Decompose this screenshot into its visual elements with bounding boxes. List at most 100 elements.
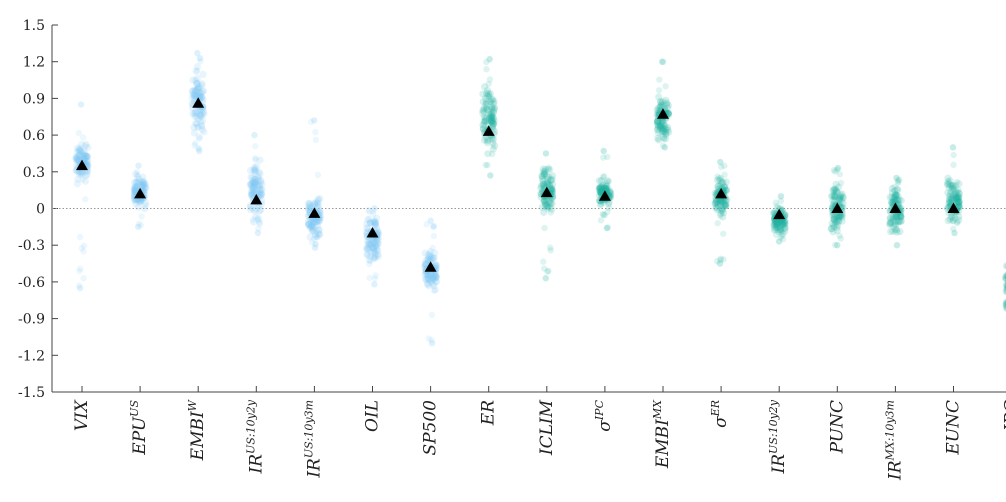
scatter-point bbox=[838, 213, 846, 221]
scatter-point bbox=[717, 174, 725, 182]
x-category-label: EPUUS bbox=[128, 400, 150, 456]
scatter-point bbox=[428, 311, 436, 319]
scatter-point bbox=[831, 217, 839, 225]
scatter-point bbox=[955, 193, 963, 201]
scatter-point bbox=[943, 181, 952, 189]
scatter-point bbox=[653, 118, 662, 126]
scatter-point bbox=[489, 119, 498, 128]
scatter-point bbox=[250, 166, 258, 175]
scatter-point bbox=[365, 237, 373, 246]
scatter-point bbox=[195, 83, 203, 91]
scatter-point bbox=[955, 201, 963, 209]
scatter-point bbox=[316, 217, 324, 225]
scatter-point bbox=[714, 182, 722, 190]
scatter-point bbox=[831, 193, 839, 201]
scatter-point bbox=[248, 174, 257, 182]
scatter-point bbox=[140, 179, 149, 187]
scatter-point bbox=[773, 220, 782, 229]
scatter-point bbox=[423, 275, 432, 283]
scatter-point bbox=[304, 199, 313, 207]
scatter-point bbox=[363, 245, 371, 253]
mean-marker bbox=[308, 207, 321, 218]
scatter-point bbox=[313, 218, 321, 226]
scatter-point bbox=[955, 198, 963, 206]
scatter-point bbox=[427, 275, 436, 283]
scatter-point bbox=[712, 198, 720, 206]
scatter-point bbox=[252, 181, 261, 189]
scatter-point bbox=[195, 92, 203, 101]
scatter-point bbox=[955, 189, 963, 198]
scatter-point bbox=[658, 101, 665, 108]
category-base: σ bbox=[711, 416, 731, 428]
scatter-point bbox=[247, 191, 255, 199]
scatter-point bbox=[195, 92, 203, 100]
scatter-point bbox=[247, 173, 255, 181]
mean-marker bbox=[76, 159, 88, 171]
scatter-point bbox=[488, 118, 496, 126]
scatter-point bbox=[364, 216, 372, 224]
scatter-point bbox=[132, 200, 140, 208]
scatter-point bbox=[947, 182, 955, 190]
scatter-point bbox=[368, 243, 376, 251]
scatter-point bbox=[659, 98, 667, 106]
scatter-point bbox=[82, 154, 90, 162]
scatter-point bbox=[486, 113, 494, 121]
scatter-point bbox=[891, 228, 898, 235]
scatter-point bbox=[314, 197, 322, 205]
scatter-point bbox=[250, 175, 259, 184]
scatter-point bbox=[488, 103, 496, 111]
scatter-point bbox=[314, 199, 322, 207]
scatter-point bbox=[490, 105, 498, 113]
scatter-point bbox=[424, 280, 432, 288]
scatter-point bbox=[76, 144, 84, 153]
scatter-point bbox=[421, 260, 429, 268]
scatter-point bbox=[952, 198, 960, 206]
scatter-point bbox=[80, 242, 88, 249]
scatter-point bbox=[480, 121, 488, 129]
scatter-point bbox=[717, 255, 724, 262]
scatter-point bbox=[483, 100, 491, 108]
scatter-point bbox=[197, 118, 205, 126]
scatter-point bbox=[430, 272, 438, 280]
scatter-point bbox=[658, 124, 667, 132]
scatter-point bbox=[713, 200, 722, 208]
scatter-point bbox=[662, 100, 671, 108]
scatter-point bbox=[370, 254, 378, 262]
x-category-label: σER bbox=[709, 400, 731, 428]
scatter-point bbox=[712, 198, 720, 206]
scatter-point bbox=[837, 235, 845, 242]
scatter-point bbox=[835, 196, 843, 204]
scatter-point bbox=[657, 123, 665, 131]
scatter-point bbox=[372, 242, 380, 250]
scatter-point bbox=[138, 177, 146, 185]
scatter-point bbox=[893, 226, 901, 234]
scatter-point bbox=[316, 216, 324, 224]
scatter-point bbox=[254, 181, 262, 190]
scatter-point bbox=[888, 198, 896, 206]
scatter-point bbox=[484, 161, 491, 169]
scatter-point bbox=[830, 186, 838, 194]
scatter-point bbox=[950, 194, 959, 203]
scatter-point bbox=[130, 178, 138, 186]
scatter-point bbox=[315, 230, 323, 239]
scatter-point bbox=[834, 242, 841, 249]
scatter-point bbox=[371, 218, 380, 226]
scatter-point bbox=[422, 260, 430, 269]
scatter-point bbox=[429, 244, 436, 252]
scatter-point bbox=[604, 184, 612, 192]
scatter-point bbox=[371, 244, 379, 253]
y-tick-label: 1.2 bbox=[23, 55, 45, 71]
scatter-point bbox=[196, 147, 203, 155]
scatter-point bbox=[480, 136, 489, 144]
scatter-point bbox=[713, 258, 721, 265]
scatter-point bbox=[193, 85, 202, 93]
scatter-point bbox=[487, 118, 495, 126]
scatter-point bbox=[250, 179, 258, 187]
scatter-point bbox=[1003, 302, 1006, 310]
scatter-point bbox=[189, 76, 197, 84]
scatter-point bbox=[83, 152, 91, 161]
scatter-point bbox=[72, 153, 80, 161]
mean-marker bbox=[134, 187, 147, 199]
scatter-point bbox=[773, 220, 781, 228]
scatter-point bbox=[1002, 262, 1006, 270]
